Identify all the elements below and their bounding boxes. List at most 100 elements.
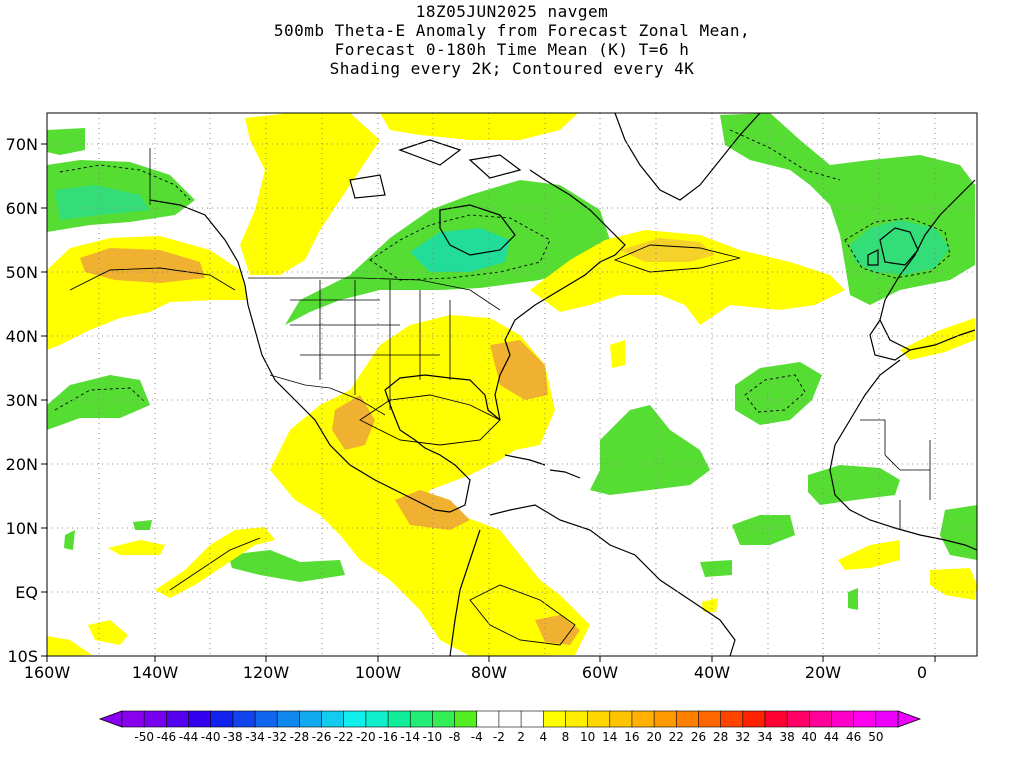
colorbar-swatch [809, 710, 833, 728]
colorbar-label: 20 [646, 730, 661, 744]
yellow-region-arctic-top [380, 113, 578, 140]
coast-iberia [869, 319, 911, 361]
border-us-states-grid [290, 280, 451, 410]
coast-europe [879, 179, 976, 351]
colorbar-label: 8 [562, 730, 570, 744]
colorbar-label: 22 [669, 730, 684, 744]
colorbar-swatch [498, 710, 522, 728]
colorbar-label: 38 [779, 730, 794, 744]
lon-label-60w: 60W [582, 663, 618, 682]
orange-core-north-pacific [80, 248, 205, 283]
lon-axis: 160W 140W 120W 100W 80W 60W 40W 20W 0 [24, 656, 936, 682]
colorbar-swatch [387, 710, 411, 728]
green-core-alaska [55, 185, 150, 220]
colorbar-label: -2 [493, 730, 505, 744]
colorbar-label: -10 [423, 730, 443, 744]
border-africa-countries [860, 419, 931, 530]
colorbar-label: -46 [157, 730, 177, 744]
colorbar-label: 44 [824, 730, 839, 744]
lon-label-160w: 160W [24, 663, 71, 682]
contour-positive-gulf [359, 394, 501, 446]
contour-negative-europe [729, 129, 841, 181]
yellow-region-africa-north [900, 318, 975, 360]
orange-core-mexico [332, 395, 375, 450]
graticule [47, 113, 977, 656]
colorbar-label: 16 [624, 730, 639, 744]
lat-label-10n: 10N [6, 519, 38, 538]
border-us-mexico [269, 374, 386, 416]
colorbar-label: -50 [134, 730, 154, 744]
yellow-blob-small-4 [610, 340, 625, 368]
lat-label-10s: 10S [7, 647, 38, 666]
political-borders [149, 148, 931, 530]
coast-british-isles [867, 227, 919, 266]
colorbar: -50 -46 -44 -40 -38 -34 -32 -28 -26 -22 -20 -16 -14-… [98, 710, 922, 744]
colorbar-label: -26 [312, 730, 332, 744]
border-us-canada [248, 277, 501, 311]
colorbar-label: -22 [334, 730, 354, 744]
colorbar-swatch [276, 710, 300, 728]
colorbar-label: -20 [356, 730, 376, 744]
lon-label-100w: 100W [355, 663, 402, 682]
coastlines [149, 113, 977, 656]
negative-anomaly-shading [47, 113, 977, 610]
lat-label-60n: 60N [6, 199, 38, 218]
colorbar-swatch [232, 710, 256, 728]
coast-south-america [449, 504, 736, 656]
colorbar-label: 40 [802, 730, 817, 744]
contour-positive-pacific-band [169, 537, 261, 591]
lon-label-140w: 140W [132, 663, 179, 682]
colorbar-swatch [254, 710, 278, 728]
colorbar-swatch [409, 710, 434, 728]
yellow-region-alaska-canada [240, 113, 380, 275]
colorbar-swatch [454, 710, 478, 728]
colorbar-swatch [653, 710, 677, 728]
lat-label-30n: 30N [6, 391, 38, 410]
lon-label-120w: 120W [243, 663, 290, 682]
colorbar-swatch [143, 710, 167, 728]
contour-negative-alaska [59, 164, 191, 201]
lon-label-0: 0 [917, 663, 927, 682]
colorbar-arrow-left [98, 710, 123, 728]
map-plot-area [47, 113, 977, 656]
coast-africa [829, 359, 977, 551]
contour-negative-british-isles [844, 217, 951, 279]
coast-north-america-west [149, 199, 451, 513]
colorbar-swatch [631, 710, 655, 728]
green-core-british-isles [850, 220, 950, 275]
title-line-3: Forecast 0-180h Time Mean (K) T=6 h [334, 40, 690, 59]
title-line-1: 18Z05JUN2025 navgem [415, 2, 609, 21]
colorbar-label: -16 [378, 730, 398, 744]
yellow-blob-small-2 [88, 620, 128, 645]
contour-positive-north-pacific [69, 267, 236, 291]
lat-label-40n: 40N [6, 327, 38, 346]
coast-hudson-bay [439, 204, 516, 256]
lat-label-70n: 70N [6, 135, 38, 154]
colorbar-swatch [121, 710, 145, 728]
colorbar-label: 26 [691, 730, 706, 744]
colorbar-label: -32 [267, 730, 287, 744]
green-blob-small-2 [700, 560, 732, 577]
colorbar-swatch [343, 710, 367, 728]
colorbar-label: -28 [290, 730, 310, 744]
yellow-blob-small-1 [108, 540, 165, 555]
lat-label-50n: 50N [6, 263, 38, 282]
coast-greenland [614, 113, 761, 201]
colorbar-swatch [321, 710, 345, 728]
green-region-west-atlantic-30n [735, 362, 822, 425]
colorbar-label: 2 [517, 730, 525, 744]
colorbar-label: 50 [868, 730, 883, 744]
title-line-2: 500mb Theta-E Anomaly from Forecast Zona… [273, 21, 751, 40]
contour-positive-north-atlantic [613, 244, 741, 273]
colorbar-swatch [675, 710, 700, 728]
colorbar-swatch [520, 710, 544, 728]
colorbar-swatch [365, 710, 389, 728]
yellow-blob-small-3 [47, 636, 92, 656]
contour-lines [69, 244, 741, 646]
colorbar-swatch [786, 710, 810, 728]
coast-north-america-east [494, 169, 626, 421]
green-region-arctic-topleft [47, 128, 85, 155]
green-region-east-pacific-30n [47, 375, 150, 430]
colorbar-swatch [831, 710, 855, 728]
title-block: 18Z05JUN2025 navgem 500mb Theta-E Anomal… [0, 2, 1024, 78]
